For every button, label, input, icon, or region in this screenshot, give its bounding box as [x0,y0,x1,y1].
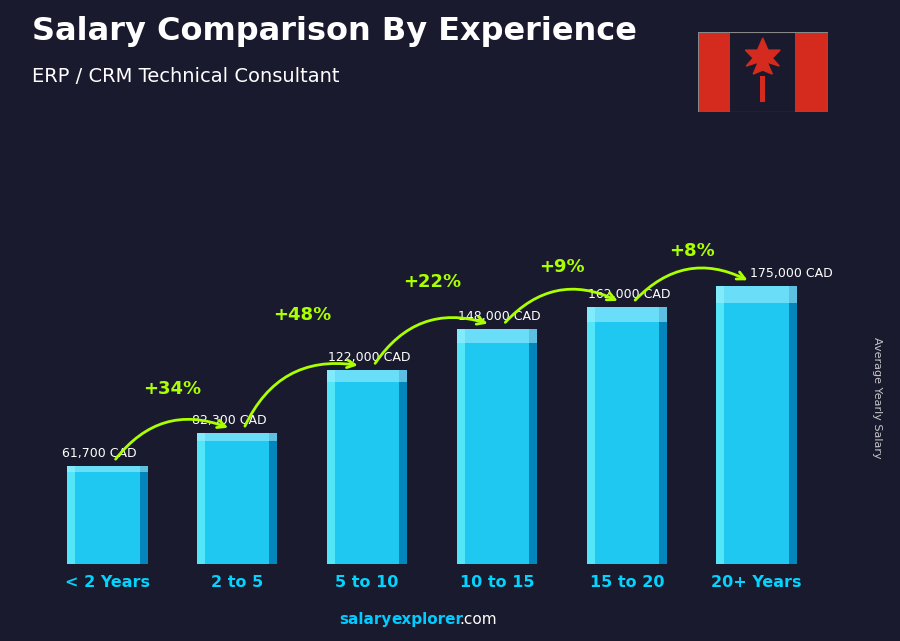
Text: +9%: +9% [539,258,585,276]
Text: +8%: +8% [669,242,715,260]
Bar [68,466,148,472]
Bar [659,307,667,564]
Bar [716,287,796,303]
Text: +34%: +34% [143,380,202,398]
Bar [716,287,796,564]
Text: 122,000 CAD: 122,000 CAD [328,351,410,364]
Text: 148,000 CAD: 148,000 CAD [458,310,541,323]
Bar [587,307,595,564]
Bar [197,433,205,564]
Bar [400,370,408,564]
Text: ERP / CRM Technical Consultant: ERP / CRM Technical Consultant [32,67,339,87]
Text: salary: salary [339,612,392,627]
Text: 61,700 CAD: 61,700 CAD [62,447,137,460]
Bar [587,307,667,322]
Bar [197,433,277,441]
Text: 162,000 CAD: 162,000 CAD [588,288,670,301]
Bar [587,307,667,564]
Text: explorer: explorer [392,612,464,627]
Bar [760,76,765,102]
Text: +48%: +48% [273,306,331,324]
Bar [68,466,76,564]
Bar [529,329,537,564]
Bar [327,370,335,564]
Bar [140,466,148,564]
Text: +22%: +22% [403,272,461,290]
Text: Average Yearly Salary: Average Yearly Salary [872,337,883,458]
Bar [456,329,464,564]
Bar [197,433,277,564]
Bar [456,329,537,344]
Bar [456,329,537,564]
Bar [698,32,730,112]
Bar [327,370,408,382]
Text: Salary Comparison By Experience: Salary Comparison By Experience [32,16,636,47]
Polygon shape [745,38,780,74]
Text: 82,300 CAD: 82,300 CAD [192,414,266,427]
Bar [68,466,148,564]
Text: 175,000 CAD: 175,000 CAD [750,267,832,280]
Bar [796,32,828,112]
Bar [716,287,725,564]
Text: .com: .com [459,612,497,627]
Bar [269,433,277,564]
Bar [788,287,796,564]
Bar [327,370,408,564]
